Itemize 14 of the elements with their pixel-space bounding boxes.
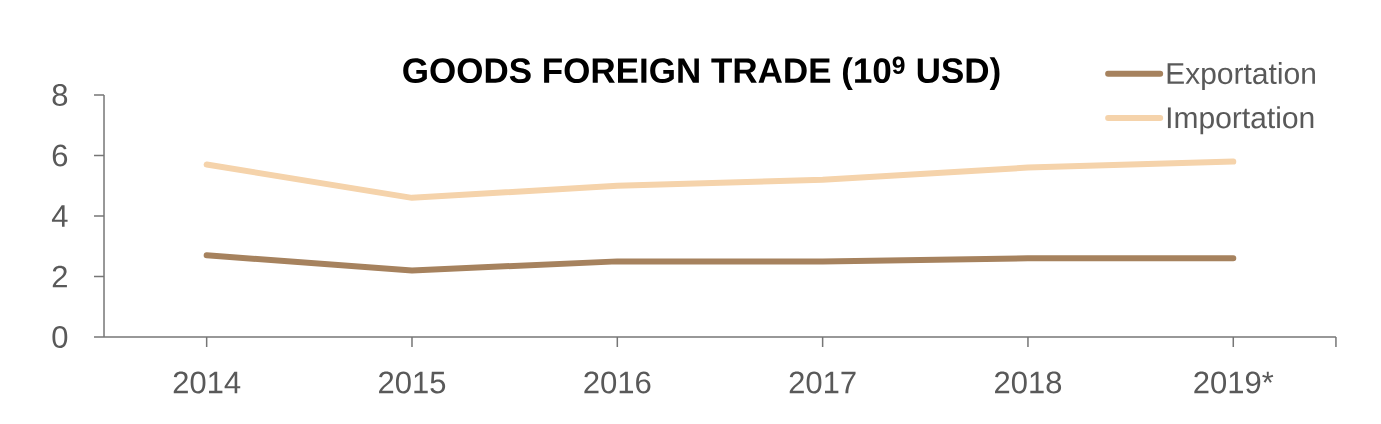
y-tick-label: 6 — [52, 144, 68, 167]
y-tick-label: 4 — [51, 205, 68, 227]
x-tick-label: 2014 — [173, 371, 241, 394]
legend-label: Importation — [1167, 106, 1314, 135]
legend-label: Exportation — [1167, 62, 1315, 91]
y-tick-label: 0 — [52, 326, 68, 348]
x-tick-label: 2017 — [789, 371, 856, 394]
y-tick-label: 2 — [52, 265, 67, 288]
x-tick-label: 2015 — [379, 371, 446, 394]
y-tick-label: 8 — [52, 84, 68, 106]
x-tick-label: 2018 — [995, 371, 1062, 394]
chart-title: GOODS FOREIGN TRADE (10$^{9}$ USD) — [403, 56, 1000, 90]
x-tick-label: 2016 — [584, 371, 651, 394]
x-tick-label: 2019* — [1194, 371, 1274, 394]
